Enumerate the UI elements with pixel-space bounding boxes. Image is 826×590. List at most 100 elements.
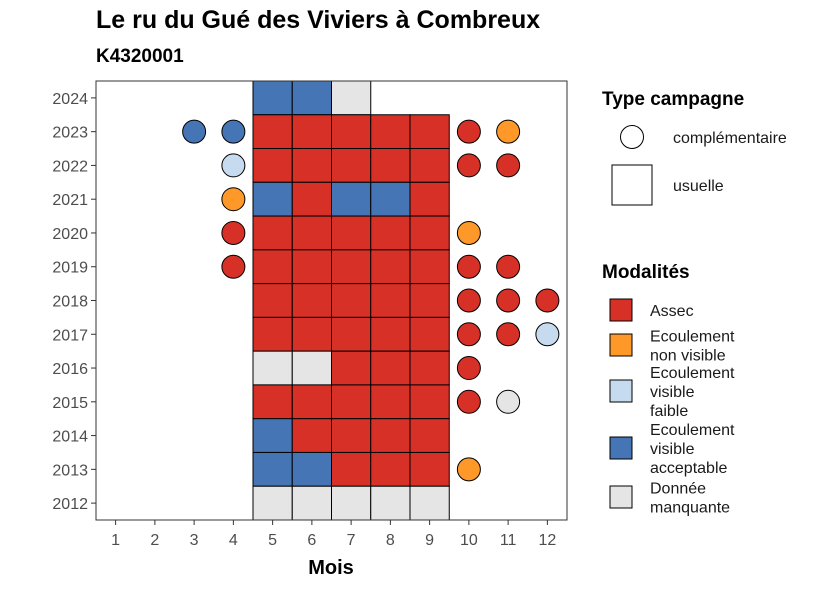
- cell-usuelle-2015-9: [409, 384, 450, 420]
- cell-usuelle-2014-5: [252, 418, 293, 453]
- cell-usuelle-2018-7: [331, 283, 372, 318]
- cell-usuelle-2019-6: [291, 249, 332, 285]
- x-tick-label-7: 7: [347, 532, 356, 549]
- legend-label-ecoulement_visible_faible: Ecoulement visible faible: [650, 365, 735, 420]
- y-tick-label-2016: 2016: [52, 361, 88, 378]
- y-tick-label-2014: 2014: [52, 429, 88, 446]
- point-complementaire-2022-11: [496, 153, 521, 178]
- cell-usuelle-2023-9: [409, 114, 450, 150]
- cell-usuelle-2020-5: [252, 215, 293, 251]
- chart-title: Le ru du Gué des Viviers à Combreux: [96, 6, 541, 34]
- y-tick-label-2019: 2019: [52, 260, 88, 277]
- point-complementaire-2021-4: [221, 187, 246, 212]
- cell-usuelle-2014-8: [370, 418, 411, 453]
- cell-usuelle-2017-7: [331, 316, 372, 352]
- legend-label-line: Assec: [650, 303, 694, 320]
- cell-usuelle-2024-7: [331, 80, 372, 116]
- cell-usuelle-2023-8: [370, 114, 411, 150]
- cell-usuelle-2014-9: [409, 418, 450, 453]
- cell-usuelle-2012-7: [331, 485, 372, 521]
- legend-title-campagne: Type campagne: [602, 89, 744, 110]
- y-tick-label-2013: 2013: [52, 462, 88, 479]
- cell-usuelle-2016-7: [331, 350, 372, 386]
- cell-usuelle-2012-6: [291, 485, 332, 521]
- point-complementaire-2018-12: [535, 288, 560, 313]
- cell-usuelle-2019-5: [252, 249, 293, 285]
- point-complementaire-2017-11: [496, 322, 521, 347]
- cell-usuelle-2019-7: [331, 249, 372, 285]
- cell-usuelle-2023-7: [331, 114, 372, 150]
- point-complementaire-2019-10: [456, 254, 481, 279]
- cell-usuelle-2019-9: [409, 249, 450, 285]
- chart-subtitle: K4320001: [96, 46, 184, 67]
- legend-label-usuelle: usuelle: [673, 178, 724, 195]
- cell-usuelle-2021-6: [291, 181, 332, 217]
- cell-usuelle-2021-7: [331, 181, 372, 217]
- point-complementaire-2013-10: [456, 457, 481, 482]
- legend-label-complementaire: complémentaire: [673, 130, 787, 147]
- cell-usuelle-2021-8: [370, 181, 411, 217]
- legend-key-complementaire: [620, 125, 644, 149]
- y-tick-label-2018: 2018: [52, 294, 88, 311]
- point-complementaire-2023-4: [221, 119, 246, 144]
- cell-usuelle-2015-5: [252, 384, 293, 420]
- cell-usuelle-2020-8: [370, 215, 411, 251]
- x-tick-label-10: 10: [460, 532, 478, 549]
- point-complementaire-2020-4: [221, 220, 246, 245]
- plot-area: [95, 80, 568, 521]
- cell-usuelle-2022-7: [331, 148, 372, 183]
- cell-usuelle-2015-6: [291, 384, 332, 420]
- point-complementaire-2019-11: [496, 254, 521, 279]
- y-tick-label-2015: 2015: [52, 395, 88, 412]
- cell-usuelle-2017-6: [291, 316, 332, 352]
- legend-label-line: visible: [650, 384, 695, 401]
- cell-usuelle-2023-5: [252, 114, 293, 150]
- x-tick-label-8: 8: [386, 532, 395, 549]
- cell-usuelle-2012-5: [252, 485, 293, 521]
- legend-key-ecoulement_visible_acceptable: [609, 436, 633, 460]
- cell-usuelle-2013-6: [291, 451, 332, 487]
- point-complementaire-2015-10: [456, 389, 481, 414]
- y-tick-label-2020: 2020: [52, 226, 88, 243]
- cell-usuelle-2014-6: [291, 418, 332, 453]
- point-complementaire-2017-12: [535, 322, 560, 347]
- legend-key-donnee_manquante: [609, 485, 633, 509]
- legend-label-line: acceptable: [650, 460, 727, 477]
- cell-usuelle-2012-8: [370, 485, 411, 521]
- point-complementaire-2016-10: [456, 356, 481, 381]
- cell-usuelle-2015-7: [331, 384, 372, 420]
- cell-usuelle-2016-5: [252, 350, 293, 386]
- cell-usuelle-2024-6: [291, 80, 332, 116]
- point-complementaire-2019-4: [221, 254, 246, 279]
- cell-usuelle-2021-9: [409, 181, 450, 217]
- y-tick-label-2023: 2023: [52, 125, 88, 142]
- cell-usuelle-2018-8: [370, 283, 411, 318]
- legend-label-line: Ecoulement: [650, 422, 735, 439]
- legend-label-line: Ecoulement: [650, 329, 735, 346]
- point-complementaire-2023-3: [182, 119, 207, 144]
- x-tick-label-9: 9: [425, 532, 434, 549]
- legend-label-line: Donnée: [650, 481, 706, 498]
- legend-label-line: visible: [650, 441, 695, 458]
- cell-usuelle-2017-5: [252, 316, 293, 352]
- cell-usuelle-2018-5: [252, 283, 293, 318]
- point-complementaire-2018-11: [496, 288, 521, 313]
- point-complementaire-2022-10: [456, 153, 481, 178]
- point-complementaire-2023-10: [456, 119, 481, 144]
- cell-usuelle-2022-6: [291, 148, 332, 183]
- y-tick-label-2021: 2021: [52, 192, 88, 209]
- legend-label-line: Ecoulement: [650, 365, 735, 382]
- legend-label-ecoulement_visible_acceptable: Ecoulement visible acceptable: [650, 422, 735, 477]
- legend-key-ecoulement_non_visible: [609, 333, 633, 357]
- cell-usuelle-2013-8: [370, 451, 411, 487]
- x-axis-title: Mois: [308, 557, 354, 579]
- cell-usuelle-2024-5: [252, 80, 293, 116]
- cell-usuelle-2015-8: [370, 384, 411, 420]
- cell-usuelle-2016-9: [409, 350, 450, 386]
- cell-usuelle-2018-9: [409, 283, 450, 318]
- cell-usuelle-2020-9: [409, 215, 450, 251]
- x-tick-label-5: 5: [268, 532, 277, 549]
- x-tick-label-1: 1: [111, 532, 120, 549]
- cell-usuelle-2018-6: [291, 283, 332, 318]
